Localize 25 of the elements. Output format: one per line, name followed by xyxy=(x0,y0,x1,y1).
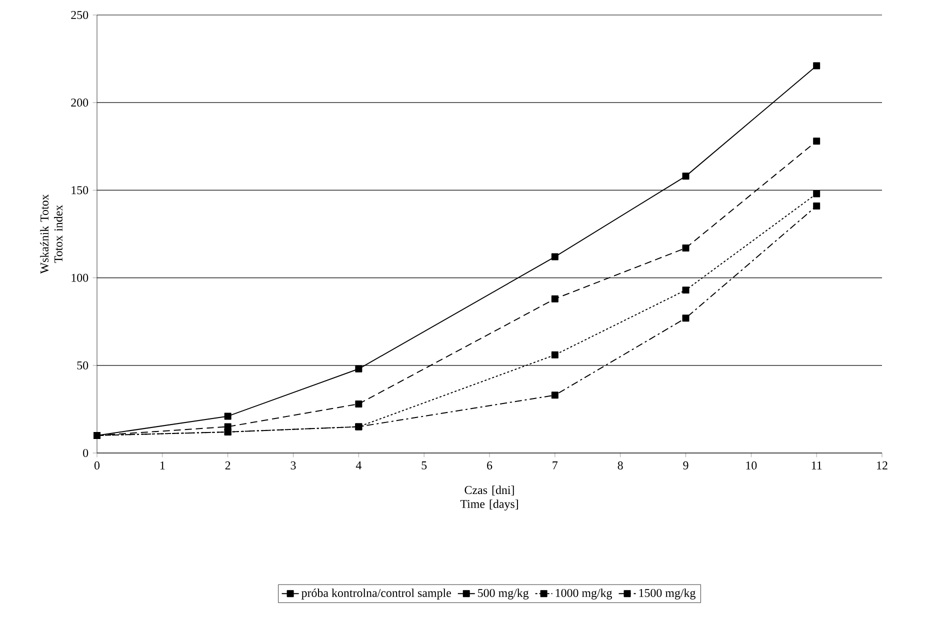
x-tick-label: 11 xyxy=(812,461,822,470)
x-tick-label: 4 xyxy=(356,461,362,470)
y-tick-label: 200 xyxy=(71,98,88,107)
legend-label: 1500 mg/kg xyxy=(639,588,696,600)
legend-label: próba kontrolna/control sample xyxy=(301,588,451,600)
legend-label: 1000 mg/kg xyxy=(556,588,612,600)
x-tick-label: 3 xyxy=(290,461,296,470)
y-tick-label: 100 xyxy=(72,274,88,282)
x-tick-label: 2 xyxy=(225,461,230,470)
y-tick-label: 150 xyxy=(72,186,88,194)
x-tick-label: 8 xyxy=(618,461,623,470)
x-tick-label: 0 xyxy=(94,461,100,470)
x-tick-label: 10 xyxy=(746,461,757,470)
y-axis-title: Wskaźnik Totox Totox index xyxy=(40,194,62,274)
y-tick-label: 250 xyxy=(71,10,88,20)
y-tick-label: 0 xyxy=(83,448,88,458)
x-tick-label: 9 xyxy=(683,461,688,470)
y-tick-label: 50 xyxy=(77,361,88,370)
x-axis-title: Czas [dni] Time [days] xyxy=(460,486,518,510)
x-tick-label: 1 xyxy=(160,461,165,470)
x-tick-label: 7 xyxy=(552,461,558,470)
x-tick-label: 6 xyxy=(487,461,492,470)
x-tick-label: 5 xyxy=(422,461,427,470)
legend-label: 500 mg/kg xyxy=(478,588,529,600)
x-tick-label: 12 xyxy=(877,461,888,470)
